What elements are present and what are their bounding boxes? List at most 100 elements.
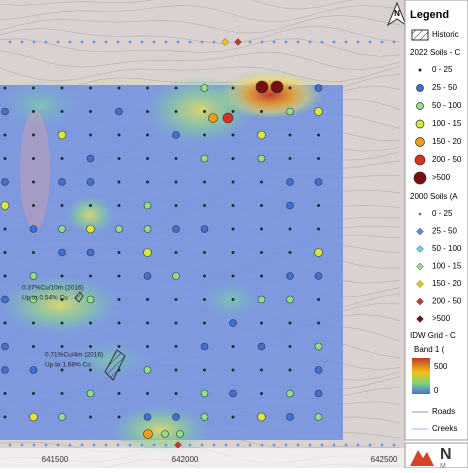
legend-entry: 0 - 25 <box>432 209 453 218</box>
sample-2000 <box>188 40 192 44</box>
legend-entry: 100 - 15 <box>432 119 462 128</box>
sample-point <box>231 204 235 208</box>
sample-2000 <box>32 443 36 447</box>
sample-2000 <box>20 443 24 447</box>
sample-points <box>0 38 396 449</box>
sample-point <box>176 430 184 438</box>
sample-point <box>174 86 178 90</box>
sample-2000 <box>200 443 204 447</box>
sample-point <box>60 391 64 395</box>
legend-symbol <box>418 68 422 72</box>
sample-point <box>288 368 292 372</box>
sample-point <box>288 86 292 90</box>
sample-point <box>314 272 323 280</box>
sample-point <box>316 133 320 137</box>
sample-2000 <box>68 40 72 44</box>
sample-point <box>174 344 178 348</box>
legend-symbol <box>416 84 424 92</box>
sample-point <box>314 107 323 116</box>
sample-point <box>203 133 207 137</box>
sample-point <box>115 225 123 233</box>
sample-2000 <box>212 443 216 447</box>
sample-point <box>117 344 121 348</box>
sample-point <box>60 204 64 208</box>
sample-2000 <box>236 443 240 447</box>
legend-symbol <box>414 154 426 166</box>
sample-point <box>117 297 121 301</box>
sample-point <box>288 344 292 348</box>
sample-point <box>58 248 66 257</box>
sample-point <box>117 180 121 184</box>
sample-2000 <box>320 40 324 44</box>
sample-2000 <box>104 443 108 447</box>
sample-point <box>231 274 235 278</box>
sample-point <box>146 110 150 114</box>
sample-point <box>31 391 35 395</box>
sample-point <box>174 297 178 301</box>
sample-point <box>316 297 320 301</box>
sample-point <box>86 248 95 257</box>
legend-entry: 50 - 100 <box>432 101 462 110</box>
sample-point <box>117 415 121 419</box>
sample-point <box>143 366 152 374</box>
legend-symbol <box>413 171 427 185</box>
sample-point <box>60 274 64 278</box>
sample-2000 <box>56 443 60 447</box>
contour <box>0 50 401 71</box>
sample-2000 <box>164 443 168 447</box>
legend-symbol <box>415 119 425 129</box>
sample-point <box>3 415 7 419</box>
sample-2000 <box>356 40 360 44</box>
sample-2000 <box>248 40 252 44</box>
legend-entry: 0 - 25 <box>432 65 453 74</box>
sample-point <box>174 251 178 255</box>
sample-point <box>208 113 218 123</box>
sample-2000 <box>332 40 336 44</box>
sample-point <box>143 201 152 210</box>
legend-entry: 50 - 100 <box>432 244 462 253</box>
sample-point <box>203 321 207 325</box>
legend-min: 0 <box>434 386 439 395</box>
sample-point <box>203 297 207 301</box>
legend-entry: Creeks <box>432 424 457 433</box>
sample-2000 <box>224 443 228 447</box>
sample-point <box>203 368 207 372</box>
sample-point <box>89 86 93 90</box>
sample-point <box>89 344 93 348</box>
sample-point <box>231 133 235 137</box>
sample-point <box>3 133 7 137</box>
sample-point <box>1 178 9 186</box>
sample-point <box>115 107 123 116</box>
sample-2000 <box>260 443 264 447</box>
sample-point <box>203 251 207 255</box>
sample-2000 <box>128 443 132 447</box>
contour <box>0 25 401 44</box>
sample-point <box>316 204 320 208</box>
sample-point <box>174 368 178 372</box>
logo-sub: M <box>440 463 446 468</box>
sample-2000 <box>104 40 108 44</box>
sample-point <box>286 107 294 116</box>
sample-point <box>288 251 292 255</box>
sample-point <box>203 110 207 114</box>
sample-point <box>31 133 35 137</box>
sample-point <box>316 157 320 161</box>
sample-point <box>143 429 153 439</box>
sample-point <box>288 227 292 231</box>
legend-symbol <box>415 137 425 147</box>
sample-point <box>286 295 294 304</box>
sample-2000 <box>392 443 396 447</box>
sample-2000 <box>320 443 324 447</box>
sample-2000 <box>308 443 312 447</box>
sample-point <box>259 204 263 208</box>
sample-point <box>174 391 178 395</box>
sample-point <box>1 107 9 116</box>
sample-2000 <box>296 40 300 44</box>
legend-symbol <box>416 262 424 271</box>
sample-point <box>1 295 9 304</box>
sample-point <box>203 274 207 278</box>
sample-point <box>117 157 121 161</box>
legend-symbol <box>418 212 422 216</box>
sample-point <box>174 110 178 114</box>
legend-symbol <box>416 280 424 288</box>
